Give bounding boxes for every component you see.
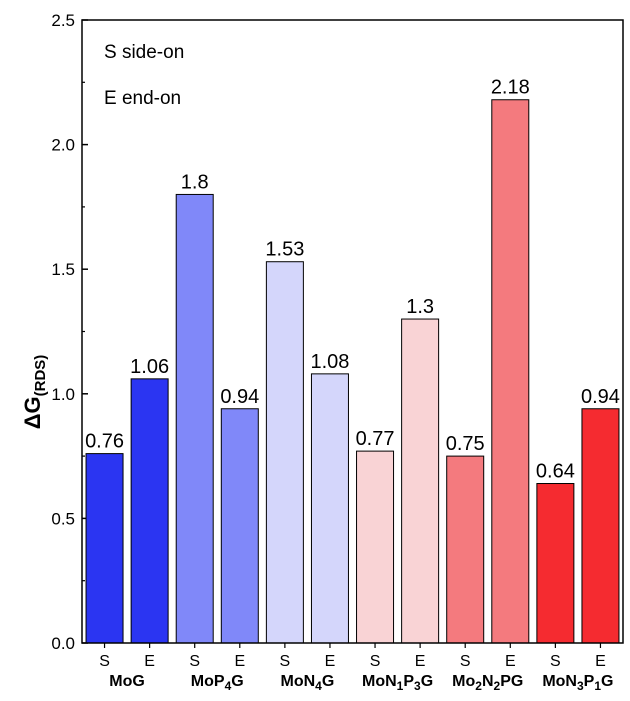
bar-MoN3P1G-S (536, 483, 575, 644)
y-tick-label: 0.5 (51, 509, 75, 528)
bar-value-label: 1.3 (406, 296, 434, 318)
y-axis-label: ΔG(RDS) (20, 355, 49, 430)
bar-value-label: 0.94 (220, 386, 259, 408)
bar-value-label: 1.08 (310, 351, 349, 373)
bar-sub-label: E (144, 653, 155, 670)
bar-sub-label: E (325, 653, 336, 670)
bar-sub-label: S (189, 653, 200, 670)
group-label-MoN1P3G: MoN1P3G (362, 673, 433, 693)
bar-value-label: 1.06 (130, 356, 169, 378)
y-axis-label-main: ΔG (20, 396, 45, 429)
bar-sub-label: E (234, 653, 245, 670)
bar-sub-label: E (595, 653, 606, 670)
plot-frame (81, 19, 624, 644)
bar-Mo2N2PG-S (446, 455, 485, 644)
group-label-MoG: MoG (109, 673, 145, 690)
bar-MoN4G-E (310, 373, 349, 644)
bar-MoN1P3G-E (401, 318, 440, 644)
bar-MoN4G-S (265, 261, 304, 644)
group-label-MoN3P1G: MoN3P1G (542, 673, 613, 693)
bar-sub-label: S (370, 653, 381, 670)
bar-value-label: 0.77 (356, 428, 395, 450)
bar-sub-label: E (415, 653, 426, 670)
legend-line-end-on: E end-on (104, 88, 181, 109)
bar-sub-label: S (550, 653, 561, 670)
y-tick-label: 1.5 (51, 260, 75, 279)
y-tick-label: 2.0 (51, 136, 75, 155)
bar-MoN1P3G-S (356, 450, 395, 644)
bar-sub-label: S (280, 653, 291, 670)
bar-value-label: 0.75 (446, 433, 485, 455)
y-axis-label-sub: (RDS) (32, 355, 49, 397)
bar-value-label: 0.94 (581, 386, 620, 408)
bar-MoN3P1G-E (581, 408, 620, 644)
legend: S side-on E end-on (104, 42, 184, 109)
legend-line-side-on: S side-on (104, 42, 184, 63)
y-tick-label: 0.0 (51, 634, 75, 653)
group-label-MoP4G: MoP4G (191, 673, 244, 693)
bar-value-label: 2.18 (491, 77, 530, 99)
bar-MoG-S (85, 453, 124, 644)
bar-value-label: 0.64 (536, 461, 575, 483)
bar-MoP4G-E (220, 408, 259, 644)
bar-sub-label: E (505, 653, 516, 670)
bar-sub-label: S (460, 653, 471, 670)
svg-text:ΔG(RDS): ΔG(RDS) (20, 355, 49, 430)
bar-MoP4G-S (175, 193, 214, 644)
bar-MoG-E (130, 378, 169, 644)
bar-value-label: 1.53 (265, 239, 304, 261)
bar-sub-label: S (99, 653, 110, 670)
group-label-Mo2N2PG: Mo2N2PG (452, 673, 523, 693)
bar-value-label: 1.8 (181, 171, 209, 193)
bar-Mo2N2PG-E (491, 99, 530, 644)
y-tick-label: 2.5 (51, 11, 75, 30)
bar-value-label: 0.76 (85, 431, 124, 453)
group-label-MoN4G: MoN4G (281, 673, 335, 693)
y-tick-label: 1.0 (51, 385, 75, 404)
